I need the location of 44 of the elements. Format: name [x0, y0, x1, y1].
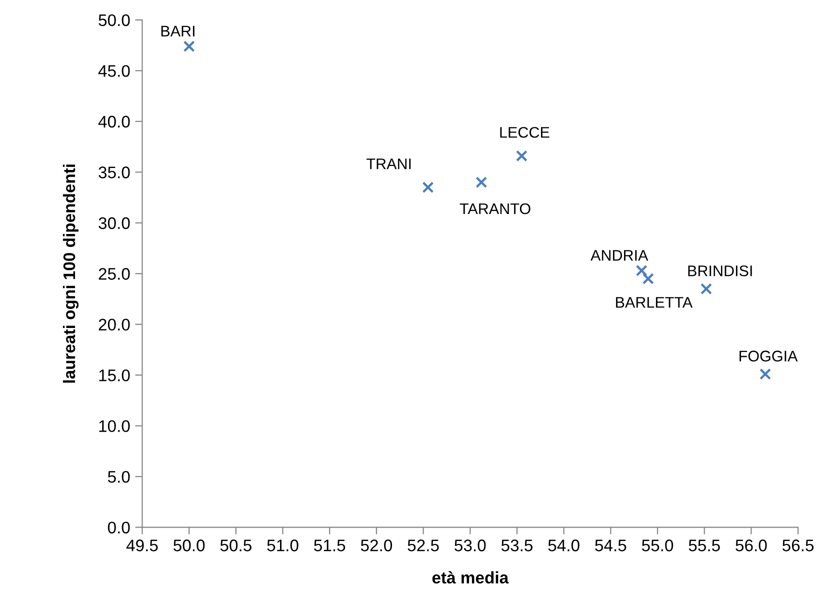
- x-tick-label: 56.5: [782, 540, 814, 552]
- annotation: BRINDISI: [688, 265, 752, 276]
- x-tick-label: 51.0: [267, 540, 298, 552]
- x-tick-label: 56.0: [736, 540, 767, 552]
- point: [422, 182, 434, 194]
- y-tick-label: 0.0: [108, 522, 130, 534]
- x-tick-label: 53.0: [454, 540, 486, 552]
- point: [476, 176, 488, 188]
- x-axis-title: età media: [432, 571, 509, 584]
- x-tick-label: 54.0: [548, 540, 580, 552]
- x-tick-label: 55.0: [642, 540, 674, 552]
- x-tick-label: 55.5: [688, 540, 720, 552]
- annotation: BARI: [161, 26, 194, 36]
- y-tick-label: 40.0: [98, 116, 130, 128]
- y-tick-label: 5.0: [108, 470, 130, 483]
- y-tick-label: 35.0: [98, 166, 130, 178]
- y-tick-label: 10.0: [99, 420, 130, 432]
- point: [516, 150, 528, 162]
- x-tick-label: 54.5: [595, 540, 626, 552]
- annotation: FOGGIA: [740, 350, 798, 362]
- y-tick-label: 20.0: [98, 318, 130, 331]
- annotation: ANDRIA: [590, 250, 648, 261]
- annotation: TRANI: [366, 158, 411, 170]
- y-tick-label: 25.0: [98, 268, 130, 280]
- point: [759, 368, 772, 380]
- x-tick-label: 49.5: [126, 540, 158, 552]
- point: [642, 272, 654, 284]
- y-tick-label: 50.0: [98, 14, 130, 26]
- x-tick-label: 53.5: [501, 540, 533, 552]
- y-axis-title: laureati ogni 100 dipendenti: [62, 164, 79, 383]
- annotation: BARLETTA: [616, 297, 693, 308]
- y-tick-label: 45.0: [98, 65, 130, 77]
- x-tick-label: 52.0: [360, 540, 392, 552]
- y-tick-label: 30.0: [98, 217, 130, 230]
- point: [636, 264, 648, 276]
- x-tick-label: 50.5: [220, 540, 252, 552]
- annotation: TARANTO: [460, 203, 530, 214]
- point: [700, 283, 712, 295]
- x-tick-label: 51.5: [314, 540, 346, 552]
- x-tick-label: 50.0: [174, 540, 205, 552]
- point: [183, 40, 195, 52]
- y-tick-label: 15.0: [99, 369, 130, 382]
- x-tick-label: 52.5: [408, 540, 439, 552]
- annotation: LECCE: [500, 126, 550, 138]
